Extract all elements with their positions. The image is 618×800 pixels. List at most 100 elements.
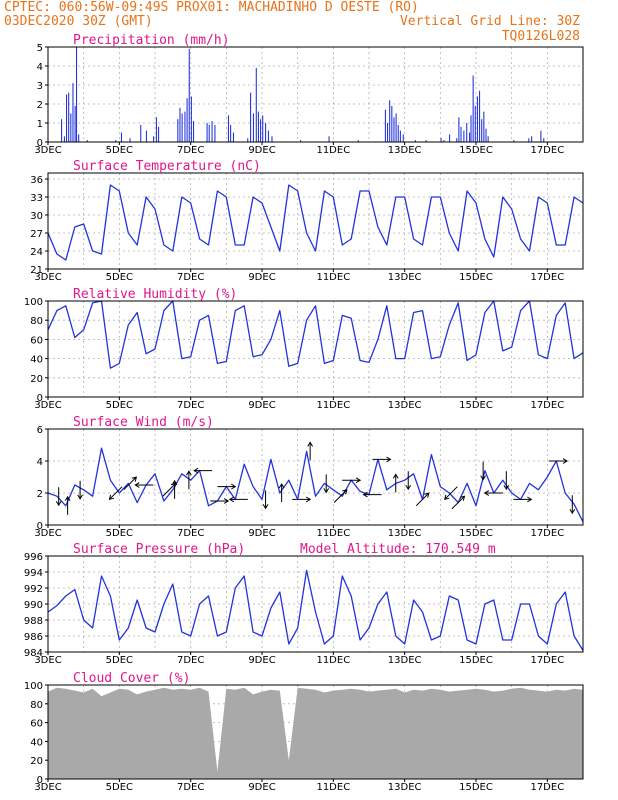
precipitation-bar — [211, 121, 213, 142]
precipitation-bar — [255, 67, 257, 142]
precipitation-xtick-label: 7DEC — [177, 145, 204, 156]
precipitation-bar — [414, 140, 416, 142]
precipitation-bar — [271, 136, 273, 142]
wind-arrow — [134, 482, 154, 488]
precipitation-bar — [188, 48, 190, 142]
wind-arrow-head — [569, 508, 576, 515]
precipitation-bar — [262, 115, 264, 142]
wind-arrow-head — [305, 496, 312, 503]
wind-arrow — [186, 470, 192, 490]
wind-arrow-head — [186, 470, 192, 476]
wind-arrow — [210, 498, 230, 504]
temperature-xtick-label: 5DEC — [106, 272, 133, 283]
wind-arrow — [503, 471, 510, 491]
precipitation-bar — [115, 140, 117, 142]
wind-arrow-head — [131, 476, 138, 482]
cloud-cover-xtick-label: 13DEC — [388, 782, 422, 793]
wind-arrow-head — [231, 483, 237, 490]
wind-arrow-head — [459, 495, 466, 501]
precipitation-bar — [469, 132, 471, 142]
precipitation-bar — [72, 83, 74, 142]
precipitation-bar — [232, 132, 235, 142]
precipitation-bar — [402, 134, 404, 142]
precipitation-bar — [466, 123, 468, 142]
wind-arrow — [64, 495, 71, 515]
precipitation-bar — [74, 105, 76, 142]
wind-arrow — [77, 480, 83, 500]
temperature-ytick-label: 36 — [30, 175, 43, 186]
precipitation-bar — [177, 119, 179, 142]
wind-arrow — [228, 496, 248, 503]
precipitation-bar — [389, 100, 391, 142]
temperature-ytick-label: 21 — [30, 265, 43, 276]
precipitation-bar — [463, 130, 465, 142]
cloud-cover-panel: 0 20 40 60 80 100 3DEC 5DEC 7DEC 9DEC 11DEC 13DEC 15… — [24, 671, 584, 793]
wind-arrow-shaft — [333, 489, 348, 503]
wind-arrow-shaft — [451, 495, 465, 510]
header-run-date: 03DEC2020 30Z (GMT) — [4, 14, 153, 29]
wind-arrow — [549, 458, 569, 464]
wind-arrow — [323, 474, 330, 494]
wind-arrow — [55, 487, 62, 507]
cloud-cover-panel-title: Cloud Cover (%) — [73, 671, 190, 686]
wind-arrow-head — [193, 467, 199, 474]
cloud-cover-xtick-label: 3DEC — [34, 782, 61, 793]
wind-arrow-head — [362, 491, 368, 498]
wind-arrow-head — [562, 458, 569, 464]
precipitation-xtick-label: 3DEC — [34, 145, 61, 156]
cloud-cover-ytick-label: 20 — [30, 756, 43, 767]
temperature-xtick-label: 13DEC — [388, 272, 422, 283]
precipitation-panel-title: Precipitation (mm/h) — [73, 33, 230, 48]
precipitation-bar — [474, 105, 476, 142]
wind-ytick-label: 6 — [37, 425, 43, 436]
precipitation-xtick-label: 11DEC — [316, 145, 350, 156]
pressure-ytick-label: 992 — [24, 584, 43, 595]
precipitation-bar — [145, 130, 147, 142]
humidity-xtick-label: 9DEC — [248, 400, 275, 411]
wind-panel: 0 2 4 6 3DEC 5DEC 7DEC 9DEC 11DEC 13DEC 15DEC 17DEC… — [34, 415, 584, 539]
wind-xtick-label: 3DEC — [34, 528, 61, 539]
precipitation-bar — [531, 136, 533, 142]
pressure-ytick-label: 990 — [24, 600, 43, 611]
wind-arrow-head — [527, 496, 533, 503]
precipitation-ytick-label: 3 — [37, 81, 43, 92]
cloud-cover-ytick-label: 100 — [24, 681, 43, 692]
humidity-ytick-label: 60 — [30, 335, 43, 346]
pressure-model-altitude: Model Altitude: 170.549 m — [300, 542, 496, 557]
humidity-ytick-label: 0 — [37, 393, 43, 404]
cloud-cover-ytick-label: 80 — [30, 700, 43, 711]
precipitation-bar — [460, 126, 462, 142]
wind-xtick-label: 17DEC — [530, 528, 564, 539]
precipitation-bar — [70, 113, 72, 142]
wind-xtick-label: 11DEC — [316, 528, 350, 539]
wind-plot-frame — [47, 428, 584, 526]
humidity-xtick-label: 3DEC — [34, 400, 61, 411]
wind-arrow-head — [307, 441, 313, 447]
wind-arrow — [451, 495, 466, 510]
cloud-cover-xtick-label: 17DEC — [530, 782, 564, 793]
wind-arrow-head — [355, 477, 362, 484]
humidity-xtick-label: 11DEC — [316, 400, 350, 411]
cloud-cover-area — [48, 687, 583, 779]
precipitation-bar — [230, 124, 232, 142]
precipitation-xtick-label: 5DEC — [106, 145, 133, 156]
precipitation-bar — [257, 111, 259, 142]
pressure-xtick-label: 3DEC — [34, 655, 61, 666]
wind-xtick-label: 13DEC — [388, 528, 422, 539]
precipitation-bar — [227, 115, 230, 142]
wind-arrow-head — [64, 495, 71, 502]
wind-arrow-shaft — [123, 476, 137, 491]
precipitation-bar — [214, 124, 216, 142]
wind-arrow-head — [262, 504, 269, 510]
humidity-xtick-label: 13DEC — [388, 400, 422, 411]
header-grid-note: Vertical Grid Line: 30Z — [400, 14, 580, 29]
wind-arrow-head — [386, 456, 392, 463]
wind-xtick-label: 15DEC — [459, 528, 493, 539]
precipitation-bar — [456, 138, 458, 142]
precipitation-bar — [540, 130, 542, 142]
wind-arrow — [292, 496, 312, 503]
wind-arrow — [372, 456, 392, 463]
header-model-id: TQ0126L028 — [502, 29, 580, 44]
precipitation-bar — [68, 92, 70, 142]
